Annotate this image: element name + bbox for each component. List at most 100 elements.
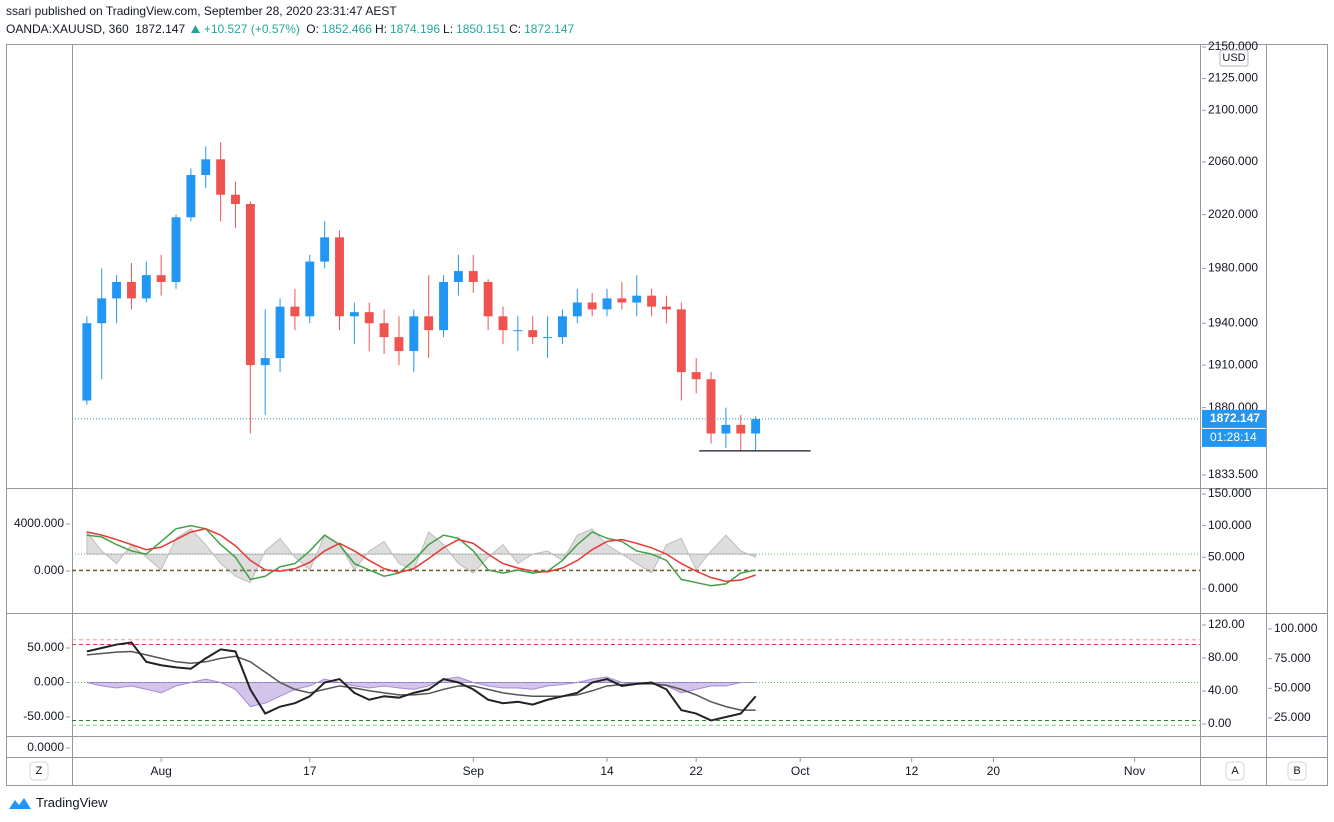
candle-body [647,295,657,307]
last-price-box [1202,409,1266,428]
candle-body [706,379,716,434]
ohlc-label: H: [374,22,387,36]
tick-label: 50.000 [1208,549,1245,563]
candle-body [364,312,374,324]
candle-body [260,358,270,366]
x-tick-label: 12 [905,764,919,778]
tick-label: 2100.000 [1208,102,1258,116]
axis-button-label: A [1231,765,1239,777]
tick-label: 1940.000 [1208,315,1258,329]
tick-label: 1980.000 [1208,261,1258,275]
last-price-label: 1872.147 [1210,411,1260,425]
line [86,524,756,587]
candle-body [587,302,597,310]
countdown: 01:28:14 [1210,430,1257,444]
publisher: ssari published on TradingView.com, Sept… [6,4,397,18]
x-tick-label: Sep [463,764,485,778]
candle-body [141,275,151,299]
tick-label: 4000.000 [14,516,64,530]
tick-label: 50.000 [1274,681,1311,695]
candle-body [498,316,508,331]
candle-body [439,281,448,331]
ohlc-label: L: [443,22,454,36]
tick-label: 0.000 [34,675,64,689]
tick-label: 150.000 [1208,486,1252,500]
line [86,641,757,722]
candle-body [156,275,166,282]
candle-body [290,306,300,317]
candle-body [513,330,523,332]
legend-row: OANDA:XAUUSD, 360 1872.147 +10.527 (+0.5… [6,22,580,36]
axis-button[interactable] [29,761,49,781]
axis-button-label: B [1293,765,1300,777]
currency: USD [1222,52,1245,64]
x-tick-label: Nov [1124,764,1145,778]
frame [6,44,1328,786]
brand: TradingView [36,795,108,810]
candle-body [632,295,642,303]
ohlc-value: 1852.466 [321,22,372,36]
candle-body [394,337,404,352]
tick-label: 0.00 [1208,716,1232,730]
candle-body [305,261,315,317]
last: 1872.147 [135,22,186,36]
footer: TradingView [8,795,108,810]
x-tick-label: Aug [150,764,171,778]
candle-body [126,281,136,299]
symbol: OANDA:XAUUSD, 360 [6,22,129,36]
ohlc: O: 1852.466 H: 1874.196 L: 1850.151 C: 1872.147 [306,22,577,36]
candle-body [275,306,285,359]
ohlc-value: 1872.147 [524,22,575,36]
candle-body [409,316,419,352]
candle-body [751,419,761,434]
tick-label: 75.000 [1274,651,1311,665]
axis-button-label: Z [36,765,43,777]
tick-label: 1833.500 [1208,467,1258,481]
ohlc-label: C: [509,22,522,36]
candle-body [82,323,92,401]
candle-body [676,309,686,373]
area [86,528,757,584]
x-tick-label: Oct [791,764,810,778]
tick-label: 0.000 [34,563,64,577]
ohlc-label: O: [306,22,319,36]
candle-body [691,372,701,380]
candle-body [468,271,478,282]
tick-label: 120.00 [1208,617,1245,631]
tick-label: 2020.000 [1208,207,1258,221]
candle-body [557,316,567,338]
axis-button[interactable] [1287,761,1307,781]
candle-body [602,298,612,310]
candle-body [453,271,463,282]
tick-label: 100.000 [1208,518,1252,532]
tick-label: 0.0000 [27,740,64,754]
candle-body [662,306,671,310]
currency-box [1219,49,1249,67]
candle-body [483,281,493,317]
candle-body [245,203,255,366]
candle-body [335,237,344,317]
tick-label: 50.000 [27,640,64,654]
candle-body [528,330,538,338]
tick-label: 2125.000 [1208,71,1258,85]
countdown-box [1202,428,1266,447]
candle-body [186,174,196,218]
x-tick-label: 14 [600,764,614,778]
tick-label: -50.000 [23,709,64,723]
tick-label: 0.000 [1208,581,1238,595]
candle-body [216,159,226,195]
up-arrow [191,25,201,33]
tick-label: 80.00 [1208,650,1238,664]
candle-body [171,217,181,282]
candle-body [231,194,240,204]
axis-button[interactable] [1225,761,1245,781]
ohlc-value: 1850.151 [456,22,507,36]
ohlc-value: 1874.196 [389,22,441,36]
candle-body [617,298,627,303]
candle-body [112,281,122,299]
candle-body [736,424,746,434]
candle-body [543,337,553,339]
x-tick-label: 20 [987,764,1001,778]
